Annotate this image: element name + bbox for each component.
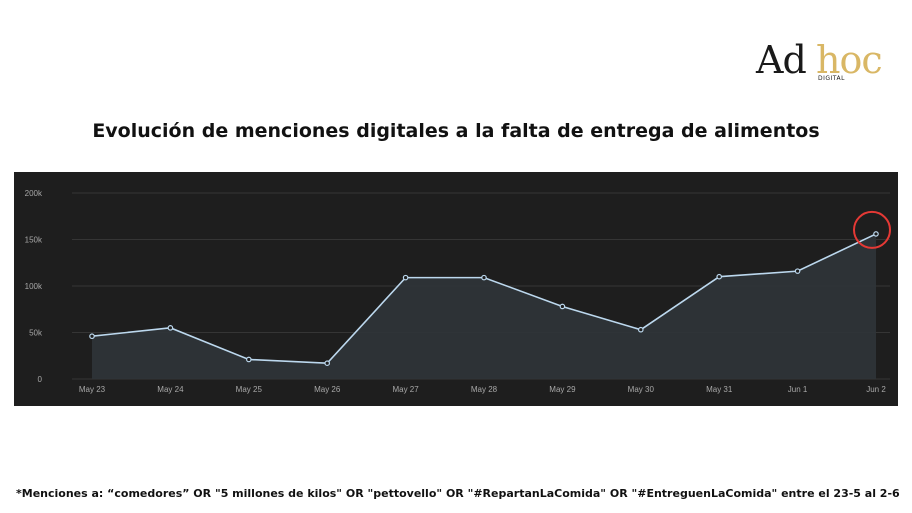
y-tick-label: 50k — [29, 329, 43, 338]
adhoc-logo: Ad hoc DIGITAL — [756, 38, 886, 88]
chart-panel: 0 50k 100k 150k 200k May 23 May 24 May 25 May 26… — [14, 172, 898, 406]
x-tick-label: May 23 — [79, 385, 106, 394]
y-tick-label: 150k — [25, 236, 43, 245]
data-point — [89, 333, 95, 340]
x-tick-label: May 28 — [471, 385, 498, 394]
x-tick-label: Jun 1 — [788, 385, 808, 394]
x-tick-label: May 30 — [628, 385, 655, 394]
data-point — [402, 274, 409, 281]
x-tick-label: May 24 — [157, 385, 184, 394]
logo-digital-text: DIGITAL — [818, 75, 845, 82]
footnote: *Menciones a: “comedores” OR "5 millones… — [16, 487, 900, 500]
x-tick-label: May 27 — [392, 385, 419, 394]
data-point — [167, 325, 174, 331]
data-point — [559, 303, 566, 310]
data-point — [873, 231, 879, 237]
x-tick-label: May 31 — [706, 385, 733, 394]
highlight-circle — [853, 210, 891, 249]
data-point — [481, 274, 487, 281]
logo-ad-text: Ad — [756, 38, 807, 82]
line-chart: 0 50k 100k 150k 200k May 23 May 24 May 25 May 26… — [25, 189, 891, 394]
data-point — [324, 360, 331, 366]
y-tick-label: 100k — [25, 282, 43, 291]
logo-hoc-text: hoc — [816, 38, 883, 82]
x-tick-label: May 26 — [314, 385, 341, 394]
data-point — [637, 326, 644, 333]
data-point — [794, 268, 801, 274]
y-tick-label: 200k — [25, 189, 43, 198]
x-tick-label: Jun 2 — [866, 385, 886, 394]
chart-title: Evolución de menciones digitales a la fa… — [92, 120, 820, 142]
series-area — [92, 233, 876, 379]
x-tick-label: May 29 — [549, 385, 576, 394]
x-tick-label: May 25 — [236, 385, 263, 394]
y-tick-label: 0 — [38, 375, 43, 384]
data-point — [716, 273, 723, 280]
data-point — [246, 356, 252, 363]
